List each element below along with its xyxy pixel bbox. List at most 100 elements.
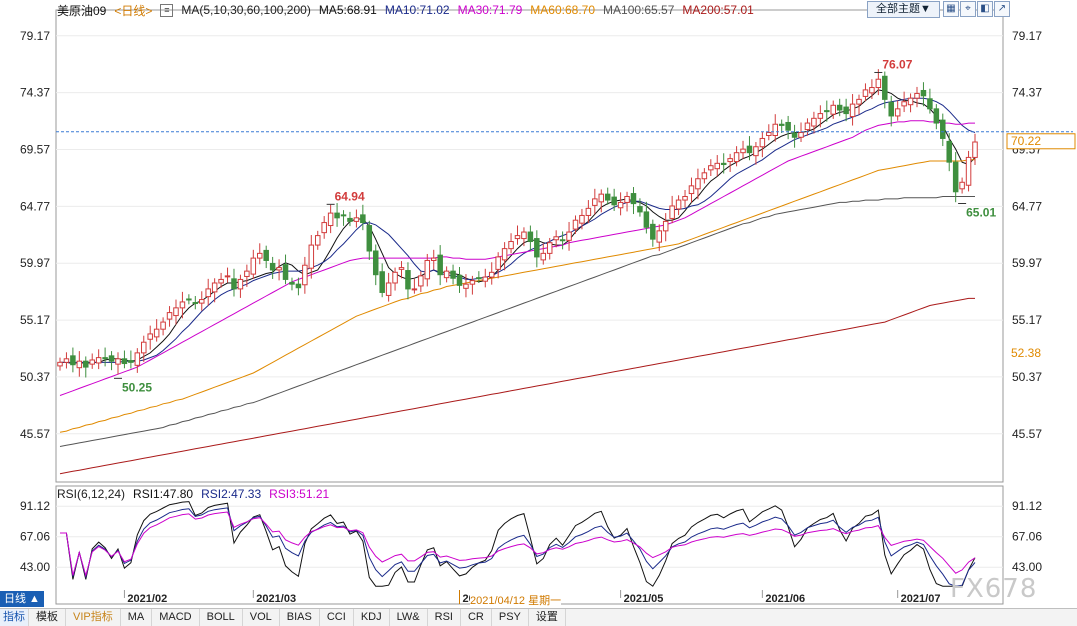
rsi-values: RSI1:47.80 RSI2:47.33 RSI3:51.21	[133, 487, 329, 501]
price-tick-right: 55.17	[1012, 313, 1042, 327]
candle-body	[811, 117, 817, 127]
candle-body	[778, 123, 785, 126]
indicator-tab-13[interactable]: PSY	[492, 609, 529, 626]
candle-body	[708, 165, 714, 171]
candle-body	[882, 75, 888, 100]
price-tick-right: 59.97	[1012, 256, 1042, 270]
indicator-tab-14[interactable]: 设置	[529, 609, 566, 626]
rsi-tick-right: 67.06	[1012, 530, 1042, 544]
indicator-tab-9[interactable]: KDJ	[354, 609, 390, 626]
candle-body	[933, 108, 940, 124]
candle-body	[927, 98, 933, 110]
price-tick-left: 69.57	[20, 142, 50, 156]
candle-body	[282, 264, 289, 280]
candle-body	[643, 211, 650, 228]
candle-body	[173, 307, 179, 317]
candle-body	[701, 172, 708, 180]
candle-body	[76, 360, 83, 369]
x-tick-label: 2021/05	[624, 593, 664, 605]
indicator-tab-12[interactable]: CR	[461, 609, 492, 626]
grid-icon[interactable]: ▦	[943, 1, 959, 17]
candle-body	[566, 231, 572, 241]
indicator-tab-2[interactable]: VIP指标	[66, 609, 121, 626]
candle-body	[83, 360, 89, 368]
candle-body	[650, 223, 656, 240]
candle-body	[501, 248, 508, 261]
rsi-header: RSI(6,12,24) RSI1:47.80 RSI2:47.33 RSI3:51…	[57, 487, 329, 501]
candle-body	[95, 357, 102, 364]
rsi-tick-left: 43.00	[20, 560, 50, 574]
candle-body	[611, 196, 617, 206]
candle-body	[463, 283, 469, 289]
candle-body	[128, 360, 134, 363]
ma-line-ma5	[60, 89, 976, 365]
candle-body	[115, 358, 121, 365]
crosshair-icon[interactable]: ⌖	[960, 1, 976, 17]
candle-body	[817, 113, 824, 119]
candle-body	[398, 267, 405, 270]
left-icon[interactable]: ◧	[977, 1, 993, 17]
candle-body	[688, 185, 695, 195]
rsi-line-rsi1	[60, 501, 976, 587]
candle-body	[250, 257, 257, 275]
candle-body	[437, 254, 443, 276]
candle-body	[508, 241, 514, 250]
candle-body	[875, 78, 882, 89]
indicator-tab-11[interactable]: RSI	[428, 609, 461, 626]
indicator-tab-4[interactable]: MACD	[152, 609, 200, 626]
candle-body	[830, 104, 836, 115]
candle-body	[540, 252, 547, 261]
candle-body	[289, 281, 295, 285]
indicator-tab-10[interactable]: LW&	[390, 609, 428, 626]
popout-icon[interactable]: ↗	[994, 1, 1010, 17]
candle-body	[366, 225, 373, 252]
ma-value-5: MA200:57.01	[682, 3, 754, 17]
ma-params: MA(5,10,30,60,100,200)	[181, 3, 311, 17]
candle-body	[269, 262, 276, 271]
candle-body	[340, 214, 347, 217]
price-tick-left: 45.57	[20, 427, 50, 441]
ma-value-4: MA100:65.57	[603, 3, 675, 17]
price-tick-right: 74.37	[1012, 86, 1042, 100]
indicator-tab-7[interactable]: BIAS	[280, 609, 320, 626]
candle-body	[482, 276, 489, 282]
ma-value-2: MA30:71.79	[457, 3, 523, 17]
ma-settings-icon[interactable]: ≡	[160, 3, 174, 17]
candle-body	[527, 231, 534, 243]
candle-body	[211, 282, 218, 293]
candle-body	[907, 97, 914, 106]
candle-body	[888, 101, 894, 117]
candle-body	[624, 196, 630, 203]
candle-body	[392, 271, 398, 284]
indicator-tab-8[interactable]: CCI	[320, 609, 354, 626]
indicator-tab-0[interactable]: 指标	[0, 609, 29, 626]
candle-body	[372, 250, 379, 276]
candle-body	[759, 137, 766, 148]
extreme-label: 50.25	[122, 380, 152, 394]
candle-body	[862, 89, 869, 97]
candle-body	[791, 132, 798, 138]
indicator-tab-3[interactable]: MA	[121, 609, 153, 626]
candle-body	[379, 271, 385, 293]
period-label[interactable]: <日线>	[114, 3, 153, 18]
candle-body	[553, 236, 559, 241]
theme-dropdown[interactable]: 全部主题▼	[867, 1, 940, 18]
indicator-tab-1[interactable]: 模板	[29, 609, 66, 626]
candle-body	[308, 244, 315, 269]
candle-body	[534, 238, 540, 258]
candle-body	[63, 358, 70, 363]
price-tick-left: 55.17	[20, 313, 50, 327]
candle-body	[972, 141, 978, 158]
side-price-label: 52.38	[1011, 346, 1041, 360]
candle-body	[405, 270, 411, 290]
candle-body	[836, 104, 843, 111]
period-tag[interactable]: 日线 ▲	[0, 591, 44, 607]
rsi-tick-left: 67.06	[20, 530, 50, 544]
x-tick-label: 2021/06	[765, 593, 805, 605]
ma-line-ma100	[59, 196, 975, 447]
indicator-tab-5[interactable]: BOLL	[200, 609, 243, 626]
candle-body	[675, 199, 682, 210]
indicator-tab-6[interactable]: VOL	[243, 609, 280, 626]
candle-body	[579, 214, 585, 224]
